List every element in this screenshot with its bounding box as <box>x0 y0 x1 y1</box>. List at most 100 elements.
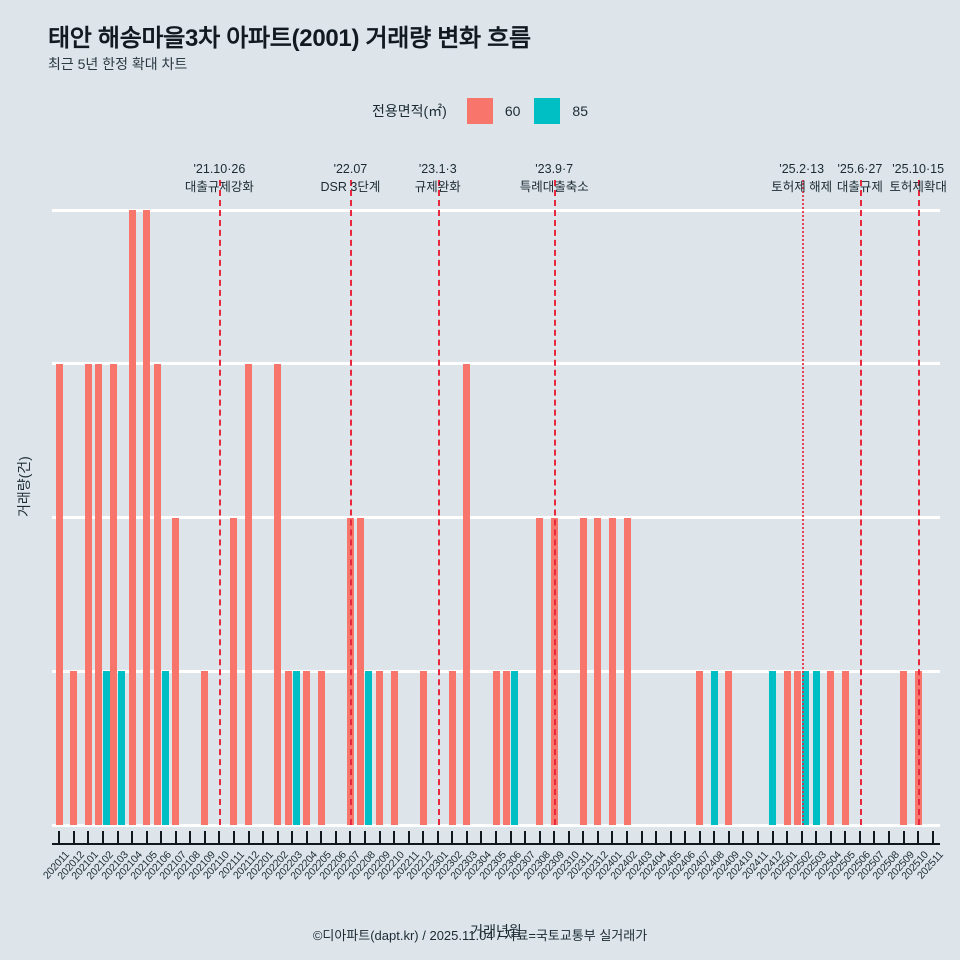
bar[interactable] <box>827 671 835 825</box>
bar[interactable] <box>70 671 78 825</box>
bar[interactable] <box>103 671 111 825</box>
x-tick <box>727 831 730 844</box>
event-date-0: '21.10·26 <box>193 162 246 176</box>
bar[interactable] <box>725 671 733 825</box>
bar[interactable] <box>511 671 519 825</box>
bar[interactable] <box>317 671 325 825</box>
bar[interactable] <box>161 671 169 825</box>
chart-legend: 전용면적(㎡) 60 85 <box>0 98 960 124</box>
legend-label-60: 60 <box>504 103 521 119</box>
event-line-1 <box>350 180 353 825</box>
event-label-4: '25.2·13 토허제 해제 <box>771 160 832 196</box>
event-text-3: 특례대출축소 <box>519 180 589 195</box>
x-tick <box>58 831 61 844</box>
bar[interactable] <box>710 671 718 825</box>
bar[interactable] <box>376 671 384 825</box>
bar[interactable] <box>463 363 471 825</box>
event-line-6 <box>918 180 921 825</box>
bar[interactable] <box>900 671 908 825</box>
event-text-1: DSR 3단계 <box>320 180 381 195</box>
bar[interactable] <box>503 671 511 825</box>
bar[interactable] <box>794 671 802 825</box>
gridline-3 <box>52 362 940 366</box>
x-tick <box>160 831 163 844</box>
bar[interactable] <box>172 517 180 825</box>
bar[interactable] <box>812 671 820 825</box>
bar[interactable] <box>274 363 282 825</box>
legend-swatch-60 <box>466 98 493 124</box>
event-text-5: 대출규제 <box>836 180 883 195</box>
x-tick <box>858 831 861 844</box>
bar[interactable] <box>153 363 161 825</box>
x-tick <box>247 831 250 844</box>
x-tick <box>742 831 745 844</box>
bar[interactable] <box>230 517 238 825</box>
x-tick <box>291 831 294 844</box>
x-tick <box>378 831 381 844</box>
x-tick <box>800 831 803 844</box>
x-tick <box>320 831 323 844</box>
x-tick <box>596 831 599 844</box>
gridline-2 <box>52 516 940 519</box>
legend-label-85: 85 <box>572 103 588 119</box>
x-tick <box>873 831 876 844</box>
x-tick <box>116 831 119 844</box>
bar[interactable] <box>623 517 631 825</box>
legend-swatch-85 <box>534 98 561 124</box>
bar[interactable] <box>357 517 365 825</box>
event-text-0: 대출규제강화 <box>184 180 254 195</box>
x-tick <box>757 831 760 844</box>
event-text-6: 토허제확대 <box>889 180 947 195</box>
bar[interactable] <box>390 671 398 825</box>
bar[interactable] <box>84 363 92 825</box>
bar[interactable] <box>245 363 253 825</box>
bar[interactable] <box>292 671 300 825</box>
gridline-0 <box>52 823 940 827</box>
bar[interactable] <box>783 671 791 825</box>
bar[interactable] <box>419 671 427 825</box>
x-tick <box>407 831 410 844</box>
x-tick <box>626 831 629 844</box>
event-text-2: 규제완화 <box>414 180 461 195</box>
bar[interactable] <box>802 671 810 825</box>
bar[interactable] <box>536 517 544 825</box>
bar[interactable] <box>696 671 704 825</box>
x-tick <box>931 831 934 844</box>
x-tick <box>87 831 90 844</box>
bar[interactable] <box>769 671 777 825</box>
bar[interactable] <box>492 671 500 825</box>
bar[interactable] <box>95 363 103 825</box>
x-tick <box>786 831 789 844</box>
x-tick <box>465 831 468 844</box>
bar[interactable] <box>201 671 209 825</box>
bar[interactable] <box>128 210 136 825</box>
legend-item-85[interactable]: 85 <box>534 98 588 124</box>
legend-item-60[interactable]: 60 <box>466 98 521 124</box>
x-tick <box>218 831 221 844</box>
x-tick <box>451 831 454 844</box>
event-date-6: '25.10·15 <box>892 162 945 176</box>
event-label-5: '25.6·27 대출규제 <box>837 160 883 196</box>
bar[interactable] <box>284 671 292 825</box>
event-line-3 <box>554 180 557 825</box>
bar[interactable] <box>365 671 373 825</box>
bar[interactable] <box>143 210 151 825</box>
bar[interactable] <box>110 363 117 825</box>
bar[interactable] <box>841 671 849 825</box>
bar[interactable] <box>303 671 311 825</box>
event-label-0: '21.10·26 대출규제강화 <box>185 160 254 196</box>
bar[interactable] <box>579 517 587 825</box>
x-tick <box>713 831 716 844</box>
x-tick <box>480 831 483 844</box>
x-tick <box>582 831 585 844</box>
legend-title: 전용면적(㎡) <box>371 103 447 119</box>
x-tick <box>917 831 920 844</box>
bar[interactable] <box>55 363 63 825</box>
bar[interactable] <box>594 517 602 825</box>
bar[interactable] <box>118 671 125 825</box>
event-label-2: '23.1·3 규제완화 <box>415 160 461 196</box>
bar[interactable] <box>448 671 456 825</box>
event-date-5: '25.6·27 <box>837 162 883 176</box>
x-tick <box>815 831 818 844</box>
bar[interactable] <box>608 517 616 825</box>
